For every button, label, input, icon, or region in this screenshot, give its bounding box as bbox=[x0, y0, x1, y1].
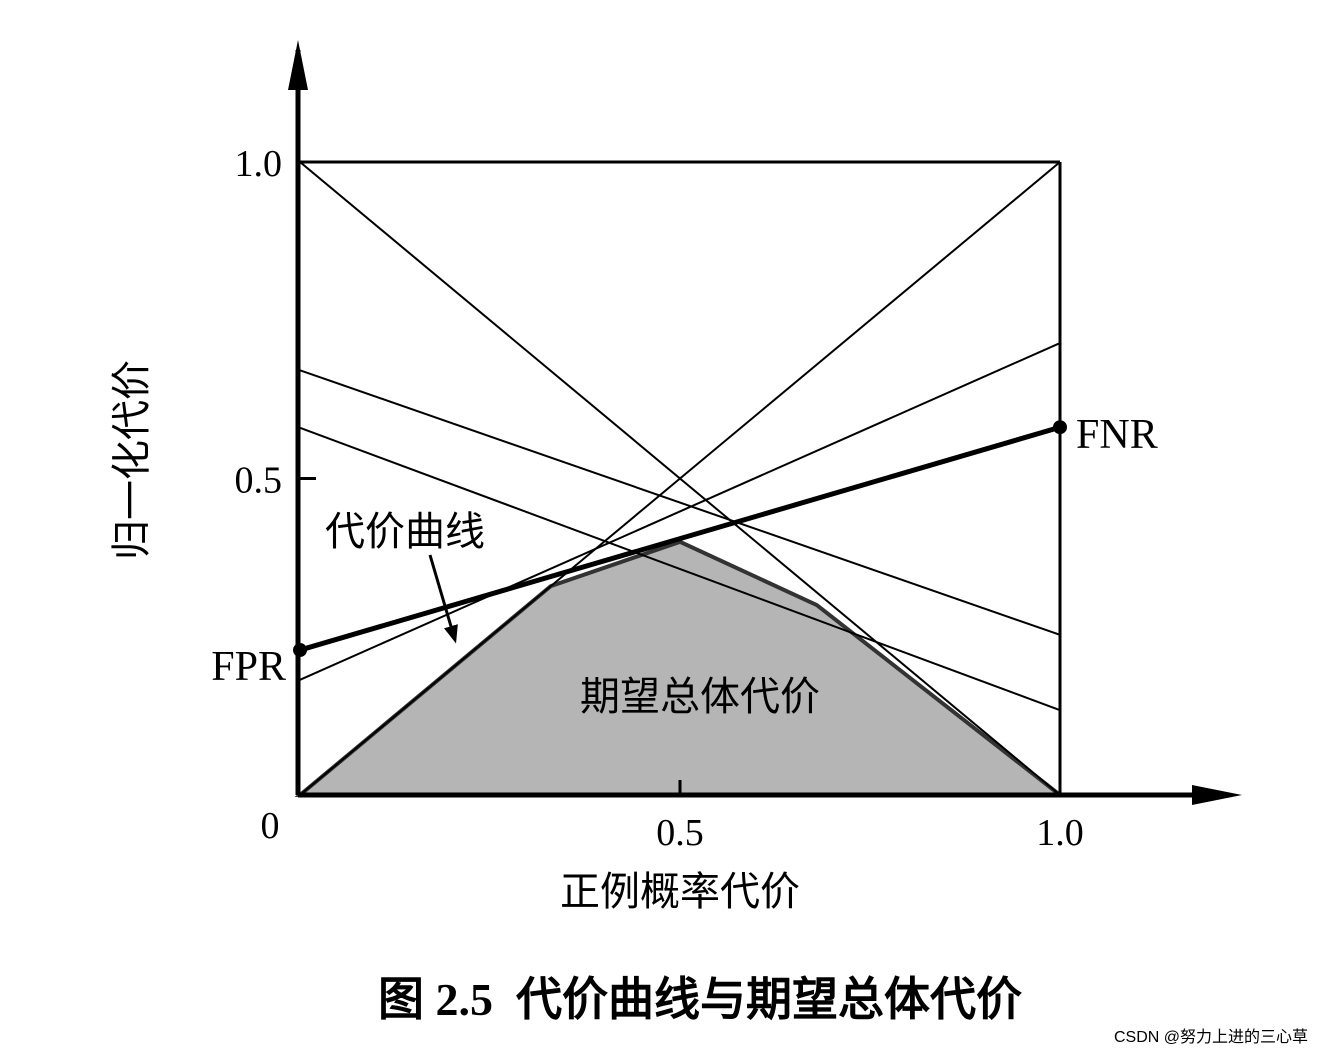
cost-line bbox=[299, 342, 1061, 681]
y-arrow bbox=[288, 40, 308, 90]
x-arrow bbox=[1192, 785, 1242, 805]
y-tick-label: 1.0 bbox=[235, 143, 283, 185]
annotation: FPR bbox=[211, 644, 286, 690]
annotation: 期望总体代价 bbox=[580, 674, 820, 719]
plot bbox=[293, 161, 1067, 797]
y-tick-label: 0.5 bbox=[235, 460, 283, 502]
cost-line bbox=[299, 426, 1061, 712]
x-tick-label: 1.0 bbox=[1036, 812, 1084, 854]
x-axis-label: 正例概率代价 bbox=[560, 869, 800, 914]
chart-title: 图 2.5 代价曲线与期望总体代价 bbox=[378, 974, 1022, 1025]
annotation: 代价曲线 bbox=[325, 509, 485, 554]
origin-label: 0 bbox=[261, 805, 280, 847]
y-axis-label: 归一化代价 bbox=[109, 360, 154, 560]
watermark: CSDN @努力上进的三心草 bbox=[1114, 1028, 1308, 1046]
cost-line bbox=[299, 369, 1061, 636]
annotation-arrow bbox=[428, 554, 458, 644]
x-tick-label: 0.5 bbox=[656, 812, 704, 854]
cost-line bbox=[299, 161, 1061, 796]
annotation: FNR bbox=[1076, 412, 1158, 458]
cost-line bbox=[299, 424, 1061, 653]
